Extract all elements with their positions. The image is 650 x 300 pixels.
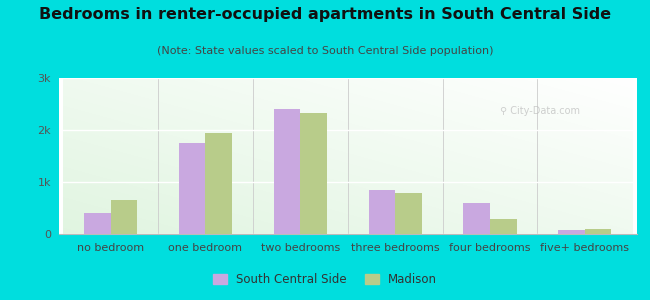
Bar [274,109,300,234]
Text: (Note: State values scaled to South Central Side population): (Note: State values scaled to South Cent… [157,46,493,56]
Text: Bedrooms in renter-occupied apartments in South Central Side: Bedrooms in renter-occupied apartments i… [39,8,611,22]
Bar [463,203,490,234]
Bar [300,113,327,234]
Legend: South Central Side, Madison: South Central Side, Madison [208,269,442,291]
Text: ⚲ City-Data.com: ⚲ City-Data.com [500,106,580,116]
Bar [585,229,612,234]
Bar [205,133,232,234]
Bar [558,230,585,234]
Bar [395,194,422,234]
Bar [490,219,517,234]
Bar [179,143,205,234]
Bar [111,200,137,234]
Bar [84,213,111,234]
Bar [369,190,395,234]
